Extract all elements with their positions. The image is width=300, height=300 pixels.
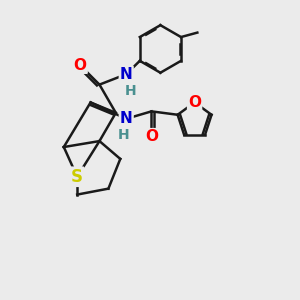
Text: O: O (145, 129, 158, 144)
Text: N: N (120, 67, 133, 82)
Text: H: H (125, 84, 136, 98)
Text: S: S (71, 168, 83, 186)
Text: O: O (188, 95, 201, 110)
Text: H: H (117, 128, 129, 142)
Text: N: N (120, 111, 133, 126)
Text: O: O (74, 58, 87, 73)
